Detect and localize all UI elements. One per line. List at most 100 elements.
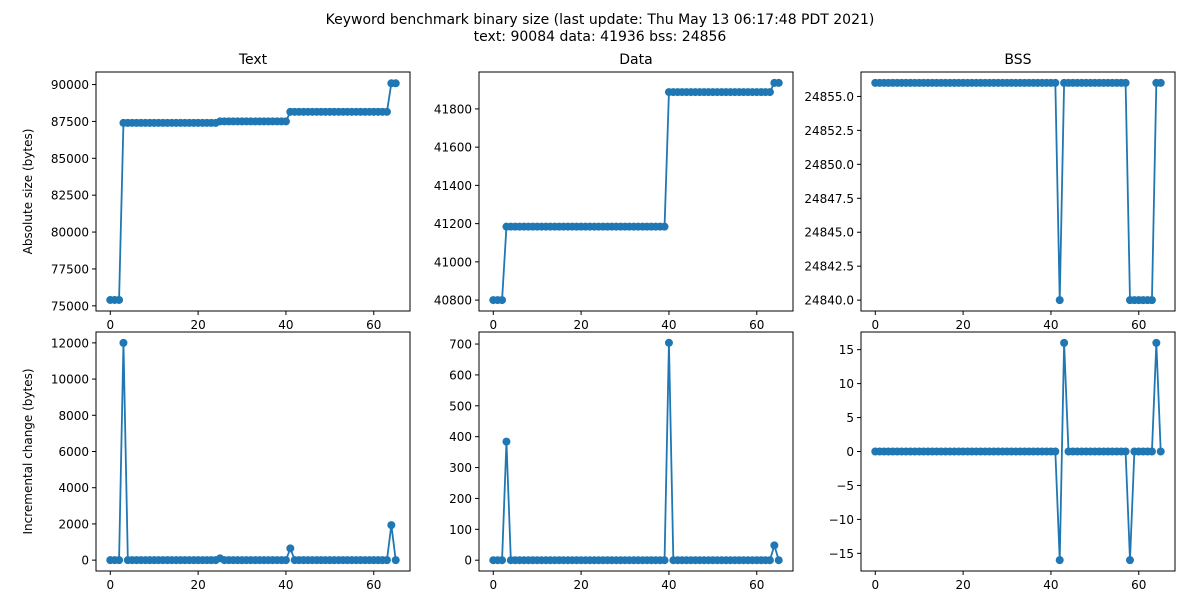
y-tick-label: 700 — [449, 338, 472, 352]
data-point — [502, 437, 511, 446]
y-tick-label: 24840.0 — [804, 294, 854, 308]
y-tick-label: 41600 — [434, 141, 472, 155]
data-point — [498, 296, 507, 305]
data-point — [281, 117, 290, 126]
y-tick-label: 85000 — [51, 152, 89, 166]
y-tick-label: 8000 — [58, 409, 89, 423]
x-tick-label: 60 — [366, 318, 381, 332]
data-point — [1156, 78, 1165, 87]
data-point — [1147, 296, 1156, 305]
x-tick-label: 40 — [278, 578, 293, 592]
y-tick-label: 77500 — [51, 262, 89, 276]
data-point — [660, 556, 669, 565]
data-point — [391, 556, 400, 565]
data-point — [664, 338, 673, 347]
y-tick-label: 5 — [846, 411, 854, 425]
data-point — [1121, 447, 1130, 456]
data-point — [115, 295, 124, 304]
data-point — [382, 107, 391, 116]
data-point — [774, 78, 783, 87]
subplot-1: Text Absolute size (bytes) 0 20 40 60 75000 775… — [21, 52, 411, 332]
data-point — [1125, 556, 1134, 565]
x-tick-label: 40 — [661, 318, 676, 332]
y-tick-label: 10 — [839, 377, 854, 391]
y-tick-label: 41400 — [434, 179, 472, 193]
x-tick-label: 20 — [573, 578, 588, 592]
y-tick-label: 4000 — [58, 481, 89, 495]
y-tick-label: 600 — [449, 368, 472, 382]
data-point — [382, 556, 391, 565]
y-tick-label: 24855.0 — [804, 90, 854, 104]
axes-title: Data — [619, 52, 652, 68]
data-point — [286, 544, 295, 553]
x-tick-label: 20 — [573, 318, 588, 332]
data-point — [498, 556, 507, 565]
subplot-2: Data 0 20 40 60 40800 41000 41200 41400 41600 4180… — [434, 52, 794, 332]
x-tick-label: 20 — [955, 318, 970, 332]
x-tick-label: 0 — [489, 318, 497, 332]
subplot-3: BSS 0 20 40 60 24840.0 24842.5 24845.0 24847.5 24… — [804, 52, 1176, 332]
data-point — [1121, 78, 1130, 87]
data-point — [660, 222, 669, 231]
series-line — [110, 342, 397, 562]
y-tick-label: 100 — [449, 523, 472, 537]
axes-frame — [95, 71, 411, 312]
y-tick-label: 82500 — [51, 189, 89, 203]
y-tick-label: 41000 — [434, 255, 472, 269]
x-tick-label: 0 — [489, 578, 497, 592]
x-tick-label: 20 — [190, 318, 205, 332]
y-tick-label: 90000 — [51, 78, 89, 92]
y-axis-label: Absolute size (bytes) — [21, 129, 35, 255]
x-tick-label: 20 — [955, 578, 970, 592]
x-tick-label: 40 — [661, 578, 676, 592]
axes-title: Text — [238, 52, 268, 68]
x-tick-label: 0 — [871, 578, 879, 592]
axes-frame — [478, 71, 794, 312]
series-line — [493, 82, 779, 302]
y-tick-label: −15 — [829, 547, 854, 561]
series-line — [110, 82, 396, 301]
subplot-4: Incremental change (bytes) 0 20 40 60 0 2000 40… — [21, 331, 411, 592]
axes-frame — [860, 71, 1176, 312]
data-point — [765, 88, 774, 97]
y-tick-label: 0 — [81, 554, 89, 568]
series-line — [493, 342, 780, 562]
x-tick-label: 60 — [1131, 318, 1146, 332]
data-point — [770, 541, 779, 550]
y-tick-label: 200 — [449, 492, 472, 506]
y-tick-label: 24842.5 — [804, 260, 854, 274]
x-tick-label: 40 — [278, 318, 293, 332]
y-tick-label: 87500 — [51, 115, 89, 129]
figure-title: Keyword benchmark binary size (last upda… — [326, 12, 875, 28]
axes-title: BSS — [1004, 52, 1031, 68]
y-tick-label: 40800 — [434, 294, 472, 308]
y-tick-label: 24852.5 — [804, 124, 854, 138]
x-tick-label: 40 — [1043, 578, 1058, 592]
figure-subtitle: text: 90084 data: 41936 bss: 24856 — [474, 29, 727, 45]
data-point — [1055, 296, 1064, 305]
y-tick-label: 10000 — [51, 373, 89, 387]
axes-frame — [478, 331, 794, 572]
x-tick-label: 60 — [749, 318, 764, 332]
data-point — [281, 556, 290, 565]
y-tick-label: 300 — [449, 461, 472, 475]
x-tick-label: 0 — [106, 318, 114, 332]
y-tick-label: 2000 — [58, 517, 89, 531]
y-tick-label: 12000 — [51, 336, 89, 350]
data-point — [1060, 338, 1069, 347]
y-tick-label: 24845.0 — [804, 226, 854, 240]
y-tick-label: 24847.5 — [804, 192, 854, 206]
y-tick-label: 41200 — [434, 217, 472, 231]
y-tick-label: 400 — [449, 430, 472, 444]
data-point — [1051, 447, 1060, 456]
y-axis-label: Incremental change (bytes) — [21, 368, 35, 534]
y-tick-label: −5 — [836, 479, 854, 493]
data-point — [1055, 556, 1064, 565]
x-tick-label: 60 — [366, 578, 381, 592]
data-point — [1156, 447, 1165, 456]
data-point — [119, 338, 128, 347]
y-tick-label: 0 — [846, 445, 854, 459]
subplot-6: 0 20 40 60 −15 −10 −5 0 5 10 15 — [829, 331, 1176, 592]
